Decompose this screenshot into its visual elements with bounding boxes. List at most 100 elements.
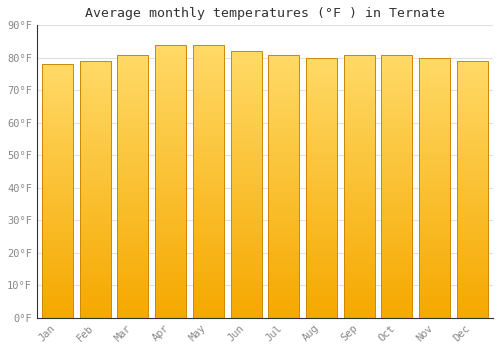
Bar [344,265,374,268]
Bar [382,301,412,305]
Bar [155,267,186,270]
Bar [344,176,374,180]
Bar [118,216,148,219]
Bar [419,162,450,165]
Bar [42,156,73,159]
Bar [42,140,73,143]
Bar [306,220,337,224]
Bar [419,227,450,230]
Bar [344,232,374,236]
Bar [268,120,299,124]
Bar [230,75,262,78]
Bar [268,278,299,282]
Bar [155,301,186,304]
Bar [230,88,262,91]
Bar [193,273,224,277]
Bar [306,295,337,298]
Bar [193,110,224,113]
Bar [344,120,374,124]
Bar [80,273,110,276]
Bar [306,184,337,188]
Bar [306,103,337,106]
Bar [419,146,450,149]
Bar [306,97,337,100]
Bar [42,239,73,242]
Bar [306,149,337,152]
Bar [80,186,110,189]
Bar [42,264,73,267]
Bar [155,236,186,239]
Bar [268,127,299,130]
Bar [419,250,450,253]
Bar [42,80,73,83]
Bar [419,253,450,256]
Bar [118,84,148,88]
Bar [344,298,374,301]
Bar [118,292,148,295]
Bar [118,147,148,150]
Bar [268,147,299,150]
Bar [80,225,110,228]
Bar [268,173,299,176]
Bar [80,299,110,302]
Bar [118,278,148,282]
Bar [457,241,488,244]
Bar [382,81,412,84]
Bar [268,117,299,120]
Bar [42,182,73,185]
Bar [193,294,224,298]
Bar [193,106,224,110]
Bar [306,315,337,318]
Bar [382,140,412,143]
Bar [230,291,262,295]
Bar [419,214,450,217]
Bar [268,189,299,193]
Bar [193,290,224,294]
Bar [344,147,374,150]
Bar [80,286,110,289]
Bar [306,237,337,240]
Bar [155,158,186,161]
Bar [193,243,224,246]
Bar [457,170,488,173]
Bar [344,111,374,114]
Bar [230,98,262,101]
Bar [155,290,186,294]
Bar [268,114,299,117]
Bar [230,51,262,55]
Bar [268,91,299,94]
Bar [268,193,299,196]
Bar [306,136,337,139]
Bar [193,232,224,236]
Bar [42,305,73,308]
Bar [344,268,374,272]
Bar [382,160,412,163]
Bar [457,260,488,263]
Bar [118,68,148,71]
Bar [230,204,262,208]
Bar [80,212,110,215]
Bar [344,104,374,107]
Bar [268,315,299,318]
Bar [382,55,412,58]
Bar [155,219,186,222]
Bar [80,279,110,282]
Bar [382,144,412,147]
Bar [42,315,73,318]
Bar [42,293,73,296]
Bar [193,144,224,147]
Bar [155,144,186,147]
Bar [306,240,337,243]
Bar [42,286,73,289]
Bar [42,175,73,178]
Bar [419,61,450,64]
Bar [80,141,110,145]
Bar [118,193,148,196]
Bar [382,272,412,275]
Bar [457,295,488,299]
Bar [457,228,488,231]
Bar [155,123,186,127]
Bar [344,222,374,226]
Bar [457,132,488,135]
Bar [344,64,374,68]
